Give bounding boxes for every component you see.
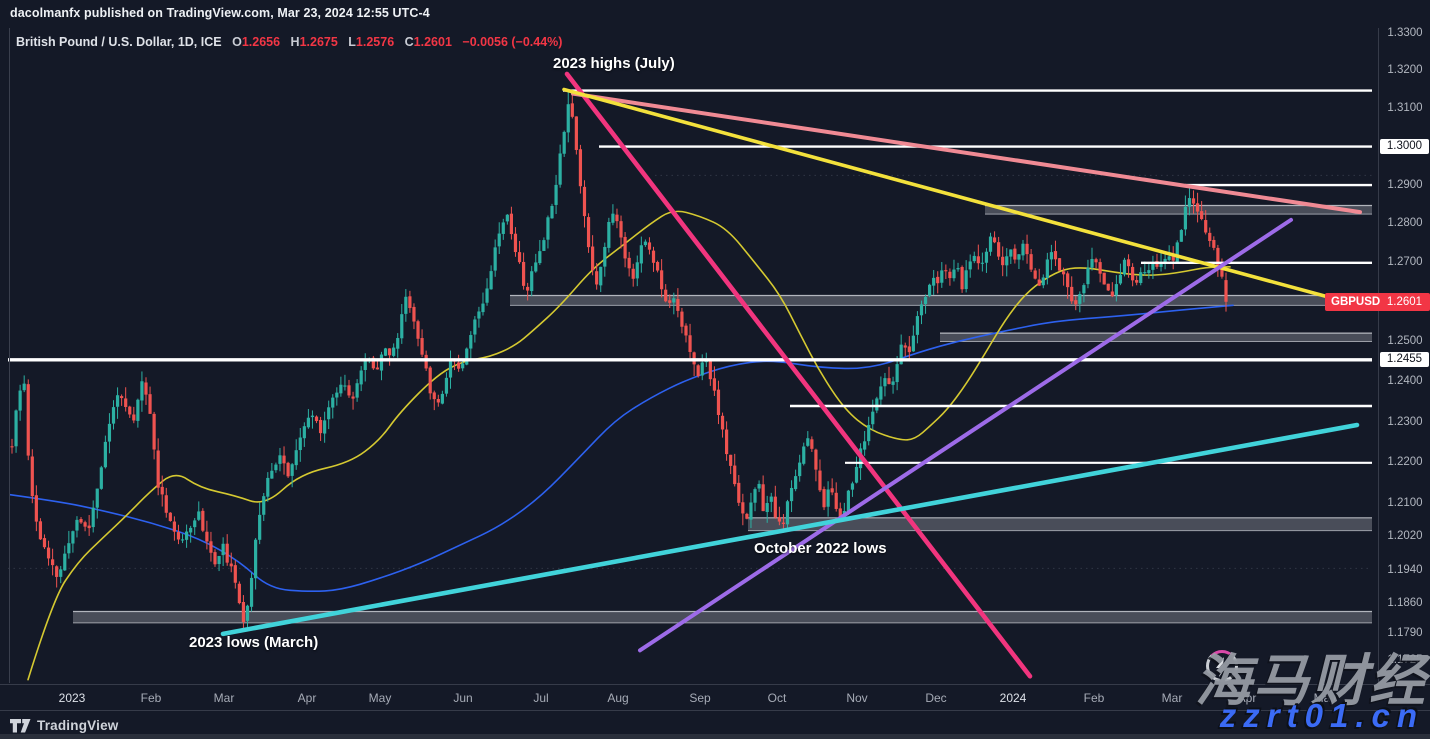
close-label: C [404,35,414,49]
footer-bar: TradingView [0,710,1430,739]
time-axis-label: Jun [453,691,473,705]
publication-bar: dacolmanfx published on TradingView.com,… [0,0,1430,28]
high-value: 1.2675 [299,35,338,49]
time-axis-label: Aug [607,691,629,705]
annotation-2023-lows: 2023 lows (March) [189,634,319,651]
time-axis-label: Mar [1161,691,1183,705]
price-axis-label: 1.3100 [1387,101,1423,114]
price-axis-label: 1.2455 [1380,352,1429,368]
open-label: O [232,35,242,49]
time-axis-label: Oct [767,691,787,705]
tradingview-logo-icon [10,718,31,732]
time-axis-label: Jul [533,691,549,705]
price-axis-label: 1.2400 [1387,375,1423,388]
tradingview-brand-link[interactable]: TradingView [10,718,118,733]
price-axis-label: 1.2300 [1387,415,1423,428]
publication-text: dacolmanfx published on TradingView.com,… [10,6,430,20]
price-axis-label: 1.2020 [1387,530,1423,543]
time-axis[interactable]: 2023 Feb Mar Apr May Jun Jul Aug Sep Oct Nov Dec 202… [0,684,1430,711]
price-axis-label: 1.1790 [1387,626,1423,639]
watermark-site-url: zzrt01.cn [1219,697,1424,734]
open-value: 1.2656 [241,35,281,49]
time-axis-label: Feb [140,691,162,705]
watermark-site-name: 海马财经 [1195,649,1427,712]
high-label: H [290,35,300,49]
price-axis-label: 1.2500 [1387,335,1423,348]
price-axis-label: 1.2800 [1387,217,1423,230]
price-axis-label: 1.2900 [1387,178,1423,191]
change-value: −0.0056 (−0.44%) [462,35,563,49]
price-axis-label: 1.1725 [1387,654,1423,666]
time-axis-label: Mar [213,691,235,705]
price-axis-label: 1.3300 [1387,26,1423,39]
watermark-bolt-icon [1216,657,1228,677]
time-axis-label: Apr [297,691,317,705]
symbol-legend[interactable]: British Pound / U.S. Dollar, 1D, ICE O1.… [16,35,562,49]
low-value: 1.2576 [355,35,395,49]
time-axis-label: Nov [846,691,868,705]
time-axis-label: Dec [925,691,947,705]
page-bottom-edge [0,734,1430,739]
time-axis-label: Apr [1237,691,1257,705]
time-axis-label: Sep [689,691,711,705]
time-axis-label: 2023 [58,691,86,705]
tradingview-brand-label: TradingView [37,718,119,733]
price-axis-label: 1.2601 [1379,292,1430,311]
price-axis-label: 1.2100 [1387,497,1423,510]
symbol-title: British Pound / U.S. Dollar, 1D, ICE [16,35,222,49]
time-axis-label: May [368,691,392,705]
price-axis-label: 1.1860 [1387,597,1423,609]
annotation-2023-highs: 2023 highs (July) [553,55,675,72]
annotation-october-2022-lows: October 2022 lows [754,540,887,557]
time-axis-label: May [1313,691,1337,705]
close-value: 1.2601 [413,35,452,49]
price-axis-label: 1.2200 [1387,456,1423,469]
time-axis-label: Feb [1083,691,1105,705]
low-label: L [348,35,356,49]
symbol-price-flag: GBPUSD [1325,293,1387,311]
price-axis-label: 1.3000 [1380,139,1429,155]
price-axis-label: 1.1940 [1387,563,1423,576]
price-axis[interactable]: 1.3300 1.3200 1.3100 1.3000 1.2900 1.2800 1.27… [1378,26,1430,684]
time-axis-label: 2024 [999,691,1027,705]
price-axis-label: 1.2700 [1387,256,1423,269]
watermark-logo-icon [1206,650,1238,682]
price-axis-label: 1.3200 [1387,64,1423,77]
